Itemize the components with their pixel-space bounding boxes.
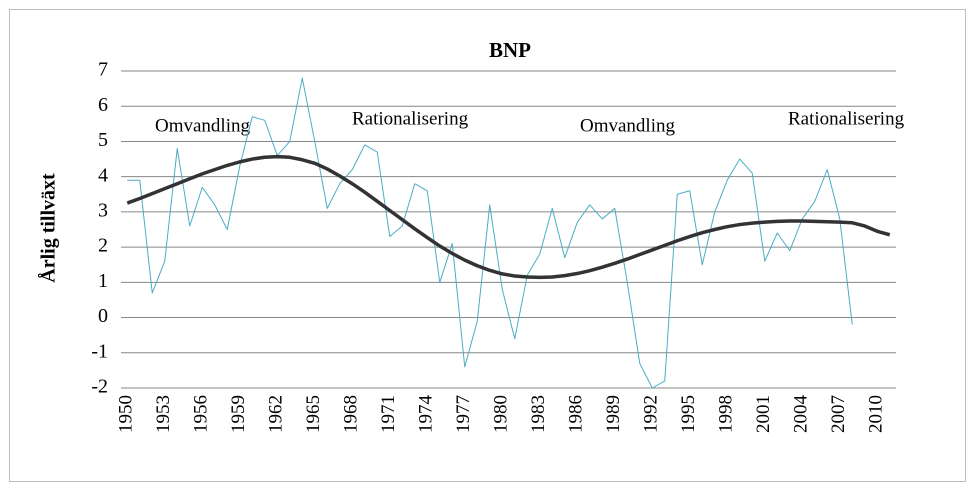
- annotation: Rationalisering: [352, 108, 469, 129]
- x-tick-label: 1995: [678, 395, 699, 433]
- annotation: Omvandling: [580, 115, 675, 136]
- x-tick-label: 2010: [866, 395, 887, 433]
- x-tick-label: 1968: [341, 395, 362, 433]
- x-tick-label: 1971: [378, 395, 399, 433]
- y-tick-label: 0: [98, 305, 108, 327]
- x-tick-label: 1950: [116, 395, 137, 433]
- y-tick-label: -1: [91, 340, 108, 362]
- x-tick-label: 1974: [416, 395, 437, 434]
- y-axis-title: Årlig tillväxt: [37, 173, 60, 283]
- x-tick-label: 1965: [303, 395, 324, 433]
- annotation: Omvandling: [155, 115, 250, 136]
- x-tick-label: 1986: [566, 395, 587, 433]
- y-tick-label: 2: [98, 235, 108, 257]
- chart-border: [9, 9, 966, 482]
- y-tick-label: 7: [98, 59, 108, 81]
- y-tick-label: 5: [98, 129, 108, 151]
- x-tick-label: 1989: [603, 395, 624, 433]
- x-tick-label: 1998: [716, 395, 737, 433]
- x-tick-label: 1983: [528, 395, 549, 433]
- y-tick-label: 4: [98, 164, 108, 186]
- x-tick-label: 1956: [191, 395, 212, 433]
- annotation: Rationalisering: [788, 108, 905, 129]
- y-tick-label: 6: [98, 94, 108, 116]
- x-tick-label: 1962: [266, 395, 287, 433]
- data-line: [126, 154, 891, 280]
- x-tick-label: 1953: [153, 395, 174, 433]
- data-line: [127, 77, 853, 389]
- y-tick-label: 1: [98, 270, 108, 292]
- x-tick-label: 2007: [828, 395, 849, 433]
- y-tick-label: -2: [91, 376, 108, 398]
- chart-title: BNP: [489, 38, 531, 62]
- x-tick-label: 2001: [753, 395, 774, 433]
- x-tick-label: 2004: [791, 395, 812, 434]
- x-tick-label: 1959: [228, 395, 249, 433]
- x-tick-label: 1992: [641, 395, 662, 433]
- y-tick-label: 3: [98, 199, 108, 221]
- x-tick-label: 1977: [453, 395, 474, 433]
- x-tick-label: 1980: [491, 395, 512, 433]
